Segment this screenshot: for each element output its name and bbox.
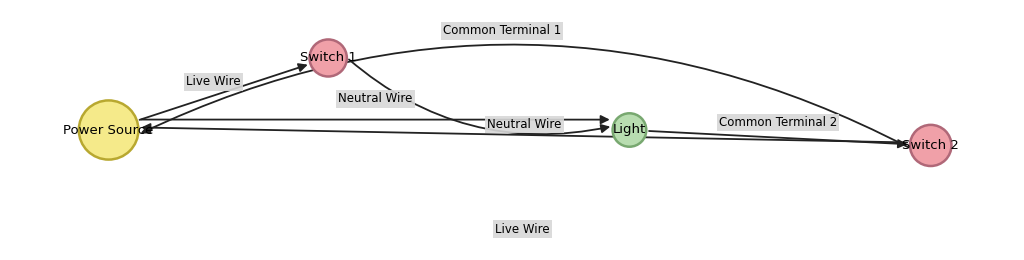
- Text: Common Terminal 2: Common Terminal 2: [719, 116, 838, 129]
- Text: Common Terminal 1: Common Terminal 1: [442, 24, 561, 37]
- Text: Light: Light: [612, 124, 646, 136]
- Text: Switch 1: Switch 1: [300, 51, 356, 64]
- Text: Switch 2: Switch 2: [902, 139, 959, 152]
- Ellipse shape: [910, 125, 951, 166]
- Ellipse shape: [612, 113, 646, 147]
- Ellipse shape: [309, 40, 347, 76]
- Text: Power Source: Power Source: [63, 124, 154, 136]
- Text: Live Wire: Live Wire: [186, 75, 241, 88]
- Ellipse shape: [79, 100, 138, 160]
- Text: Live Wire: Live Wire: [495, 223, 550, 236]
- Text: Neutral Wire: Neutral Wire: [338, 93, 413, 106]
- Text: Neutral Wire: Neutral Wire: [487, 118, 561, 131]
